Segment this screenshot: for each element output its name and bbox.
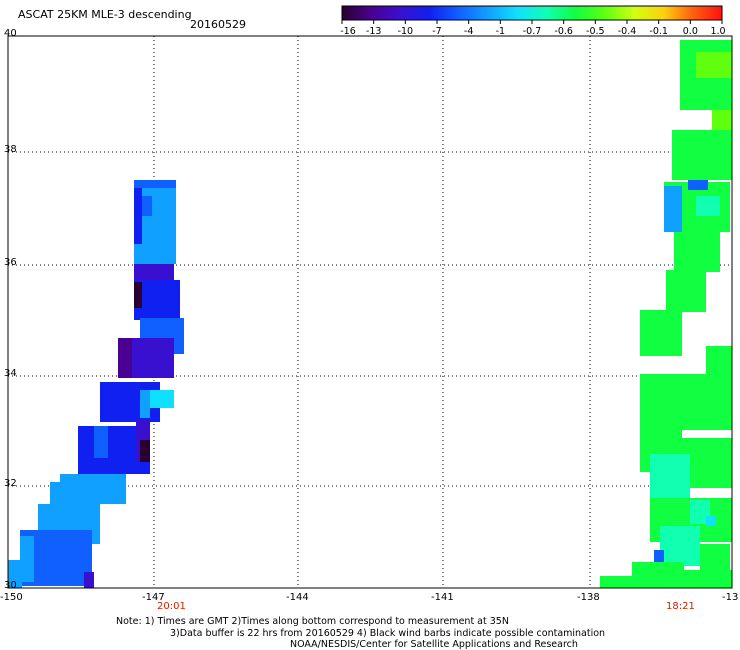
colorbar-tick-label: -13 [366,26,382,37]
plot-frame [8,36,732,588]
colorbar-tick-label: -1 [496,26,505,37]
colorbar: -16 -13 -10 -7 -4 -1 -0.7 -0.6 -0.5 -0.4 -0.1 0.0 1.… [340,5,726,37]
lat-label-32: 32 [4,478,17,489]
colorbar-tick-label: -7 [432,26,441,37]
lon-label-147: -147 [142,592,165,603]
product-date: 20160529 [190,18,246,31]
colorbar-tick-label: -0.5 [586,26,605,37]
plot-border [7,35,733,589]
note-line-2: 3)Data buffer is 22 hrs from 20160529 4)… [170,628,606,639]
lon-label-150: -150 [0,592,23,603]
pass-time-left: 20:01 [157,601,186,612]
colorbar-tick-label: 0.0 [683,26,698,37]
lat-label-40: 40 [4,28,17,39]
right-swath [600,40,732,588]
lon-label-135: -13 [722,592,739,603]
product-title: ASCAT 25KM MLE-3 descending [18,8,192,21]
graticule [8,36,732,588]
colorbar-tick-label: -0.7 [523,26,542,37]
colorbar-tick-label: -10 [398,26,414,37]
lon-label-141: -141 [431,592,454,603]
left-swath [8,180,184,588]
lat-label-30: 30 [4,580,17,591]
pass-time-right: 18:21 [666,601,695,612]
colorbar-tick-label: -16 [340,26,356,37]
note-line-3: NOAA/NESDIS/Center for Satellite Applica… [290,639,578,650]
lon-label-144: -144 [286,592,309,603]
colorbar-tick-label: -0.4 [618,26,637,37]
lat-label-36: 36 [4,257,17,268]
colorbar-tick-label: -0.1 [649,26,668,37]
colorbar-tick-label: 1.0 [710,26,725,37]
colorbar-tick-label: -0.6 [554,26,573,37]
colorbar-tick-label: -4 [464,26,473,37]
lat-label-38: 38 [4,144,17,155]
lat-label-34: 34 [4,368,17,379]
note-line-1: Note: 1) Times are GMT 2)Times along bot… [116,616,509,627]
lon-label-138: -138 [577,592,600,603]
colorbar-ticks: -16 -13 -10 -7 -4 -1 -0.7 -0.6 -0.5 -0.4 -0.1 0.0 1.… [340,20,726,37]
